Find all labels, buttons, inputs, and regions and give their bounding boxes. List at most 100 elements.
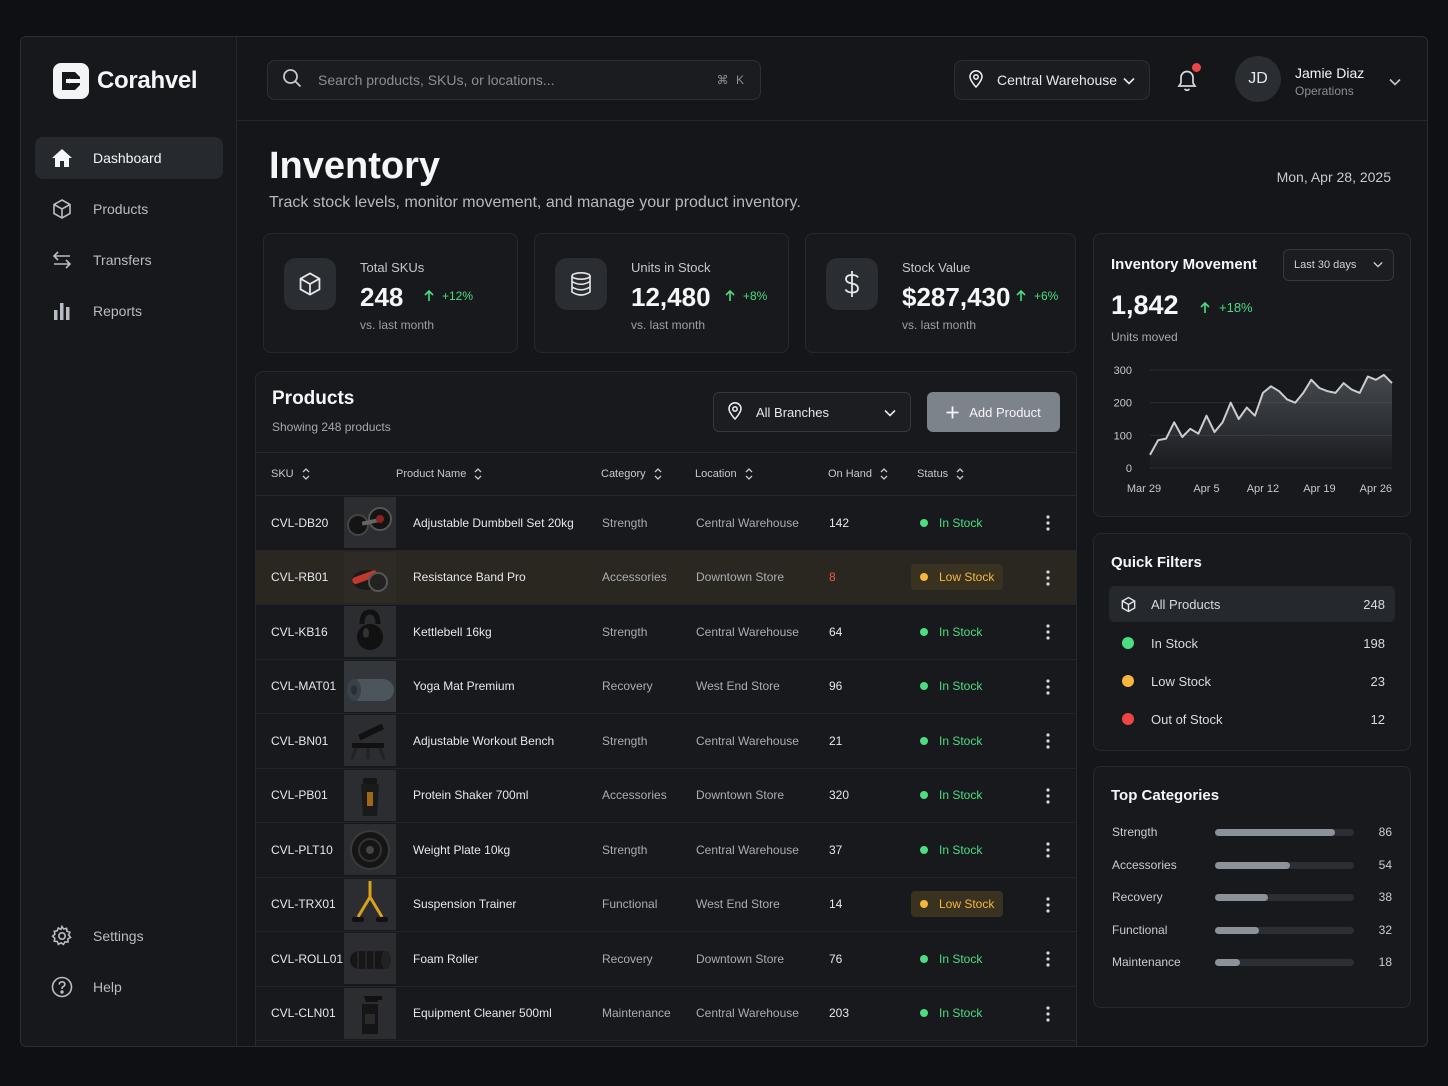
branch-filter-select[interactable]: All Branches — [713, 392, 911, 432]
table-row[interactable]: CVL-DB20 Adjustable Dumbbell Set 20kg St… — [256, 496, 1076, 551]
movement-sub: Units moved — [1111, 330, 1178, 344]
home-icon — [51, 147, 73, 169]
box-icon — [284, 258, 336, 310]
more-options-icon[interactable] — [1046, 1005, 1050, 1022]
product-thumbnail — [344, 551, 396, 603]
user-menu-chevron-icon[interactable] — [1389, 73, 1401, 91]
status-cell: In Stock — [920, 823, 982, 877]
on-hand-cell: 8 — [829, 570, 836, 585]
table-row[interactable]: CVL-PLT10 Weight Plate 10kg Strength Cen… — [256, 823, 1076, 878]
notifications-button[interactable] — [1175, 63, 1201, 93]
filter-label: Low Stock — [1151, 673, 1211, 689]
product-name-cell[interactable]: Kettlebell 16kg — [413, 624, 492, 639]
stat-label: Stock Value — [902, 260, 971, 275]
column-header-name[interactable]: Product Name — [396, 468, 482, 480]
more-options-icon[interactable] — [1046, 515, 1050, 531]
table-row[interactable]: CVL-CLN01 Equipment Cleaner 500ml Mainte… — [256, 987, 1076, 1041]
more-options-icon[interactable] — [1046, 787, 1050, 804]
sidebar-item-label: Transfers — [93, 252, 152, 268]
status-label: In Stock — [939, 788, 983, 803]
location-selector[interactable]: Central Warehouse — [954, 60, 1150, 100]
category-row: Strength 86 — [1112, 823, 1392, 841]
column-header-onhand[interactable]: On Hand — [828, 468, 888, 480]
range-select[interactable]: Last 30 days — [1283, 249, 1394, 281]
search-icon — [282, 68, 302, 93]
table-row[interactable]: CVL-KB16 Kettlebell 16kg Strength Centra… — [256, 605, 1076, 660]
column-header-location[interactable]: Location — [695, 468, 753, 480]
box-icon — [51, 198, 73, 220]
filter-in-stock[interactable]: In Stock 198 — [1109, 625, 1395, 661]
more-options-icon[interactable] — [1046, 624, 1050, 640]
logo-mark-icon — [53, 63, 89, 99]
product-name-cell[interactable]: Weight Plate 10kg — [413, 842, 511, 857]
more-options-icon[interactable] — [1046, 678, 1050, 695]
status-dot — [920, 518, 928, 527]
status-badge: In Stock — [920, 952, 982, 966]
category-cell: Recovery — [602, 951, 653, 966]
more-options-icon[interactable] — [1046, 896, 1050, 913]
y-tick-label: 0 — [1126, 463, 1132, 475]
arrow-up-icon — [1200, 301, 1210, 313]
sidebar-item-label: Dashboard — [93, 150, 162, 166]
on-hand-cell: 64 — [829, 624, 843, 639]
product-name-cell[interactable]: Foam Roller — [413, 951, 479, 966]
column-header-sku[interactable]: SKU — [271, 468, 310, 480]
product-name-cell[interactable]: Protein Shaker 700ml — [413, 788, 529, 803]
brand-logo[interactable]: Corahvel — [53, 63, 198, 99]
status-badge: In Stock — [920, 788, 982, 802]
table-row[interactable]: CVL-TRX01 Suspension Trainer Functional … — [256, 878, 1076, 932]
table-row[interactable]: CVL-PB01 Protein Shaker 700ml Accessorie… — [256, 769, 1076, 823]
transfer-icon — [51, 249, 73, 271]
on-hand-cell: 37 — [829, 842, 843, 857]
on-hand-cell: 21 — [829, 733, 843, 748]
stat-label: Units in Stock — [631, 260, 711, 275]
add-product-button[interactable]: Add Product — [927, 392, 1060, 432]
filter-low-stock[interactable]: Low Stock 23 — [1109, 663, 1395, 699]
status-cell: In Stock — [920, 496, 982, 550]
search-input[interactable] — [318, 72, 717, 88]
category-label: Maintenance — [1112, 955, 1181, 969]
category-cell: Maintenance — [602, 1006, 671, 1021]
chevron-down-icon — [1373, 259, 1383, 271]
product-name-cell[interactable]: Adjustable Dumbbell Set 20kg — [413, 515, 574, 530]
column-header-category[interactable]: Category — [601, 468, 662, 480]
table-row[interactable]: CVL-RB01 Resistance Band Pro Accessories… — [256, 550, 1076, 605]
product-name-cell[interactable]: Adjustable Workout Bench — [413, 733, 555, 748]
avatar[interactable]: JD — [1235, 56, 1281, 102]
filters-title: Quick Filters — [1111, 554, 1202, 571]
product-name-cell[interactable]: Yoga Mat Premium — [413, 679, 515, 694]
more-options-icon[interactable] — [1046, 733, 1050, 749]
sidebar-item-products[interactable]: Products — [35, 188, 223, 230]
column-header-status[interactable]: Status — [917, 468, 964, 480]
table-row[interactable]: CVL-MAT01 Yoga Mat Premium Recovery West… — [256, 660, 1076, 714]
chevron-down-icon — [884, 405, 896, 420]
filter-all-products[interactable]: All Products 248 — [1109, 586, 1395, 622]
user-name: Jamie Diaz — [1295, 65, 1365, 81]
more-options-icon[interactable] — [1046, 842, 1050, 858]
product-name-cell[interactable]: Equipment Cleaner 500ml — [413, 1006, 552, 1021]
sidebar: Corahvel Dashboard Products Transfers — [21, 37, 237, 1046]
more-options-icon[interactable] — [1046, 569, 1050, 586]
add-product-label: Add Product — [969, 404, 1041, 420]
category-label: Strength — [1112, 825, 1158, 839]
status-dot — [920, 573, 928, 582]
sidebar-item-reports[interactable]: Reports — [35, 290, 223, 332]
filter-label: In Stock — [1151, 635, 1198, 651]
more-options-icon[interactable] — [1046, 951, 1050, 967]
product-name-cell[interactable]: Suspension Trainer — [413, 897, 517, 912]
sidebar-item-dashboard[interactable]: Dashboard — [35, 137, 223, 179]
sidebar-item-settings[interactable]: Settings — [35, 915, 223, 957]
status-badge: Low Stock — [911, 891, 1004, 918]
table-row[interactable]: CVL-ROLL01 Foam Roller Recovery Downtown… — [256, 932, 1076, 987]
product-name-cell[interactable]: Resistance Band Pro — [413, 570, 526, 585]
sku-cell: CVL-BN01 — [271, 733, 329, 748]
search-bar[interactable]: ⌘ K — [267, 60, 761, 100]
category-bar — [1215, 894, 1354, 901]
sidebar-item-transfers[interactable]: Transfers — [35, 239, 223, 281]
sidebar-item-help[interactable]: Help — [35, 966, 223, 1008]
table-row[interactable]: CVL-BN01 Adjustable Workout Bench Streng… — [256, 714, 1076, 769]
status-cell: Low Stock — [911, 878, 1004, 932]
arrow-up-icon — [1016, 290, 1026, 301]
filter-out-of-stock[interactable]: Out of Stock 12 — [1109, 701, 1395, 737]
sku-cell: CVL-CLN01 — [271, 1006, 336, 1021]
